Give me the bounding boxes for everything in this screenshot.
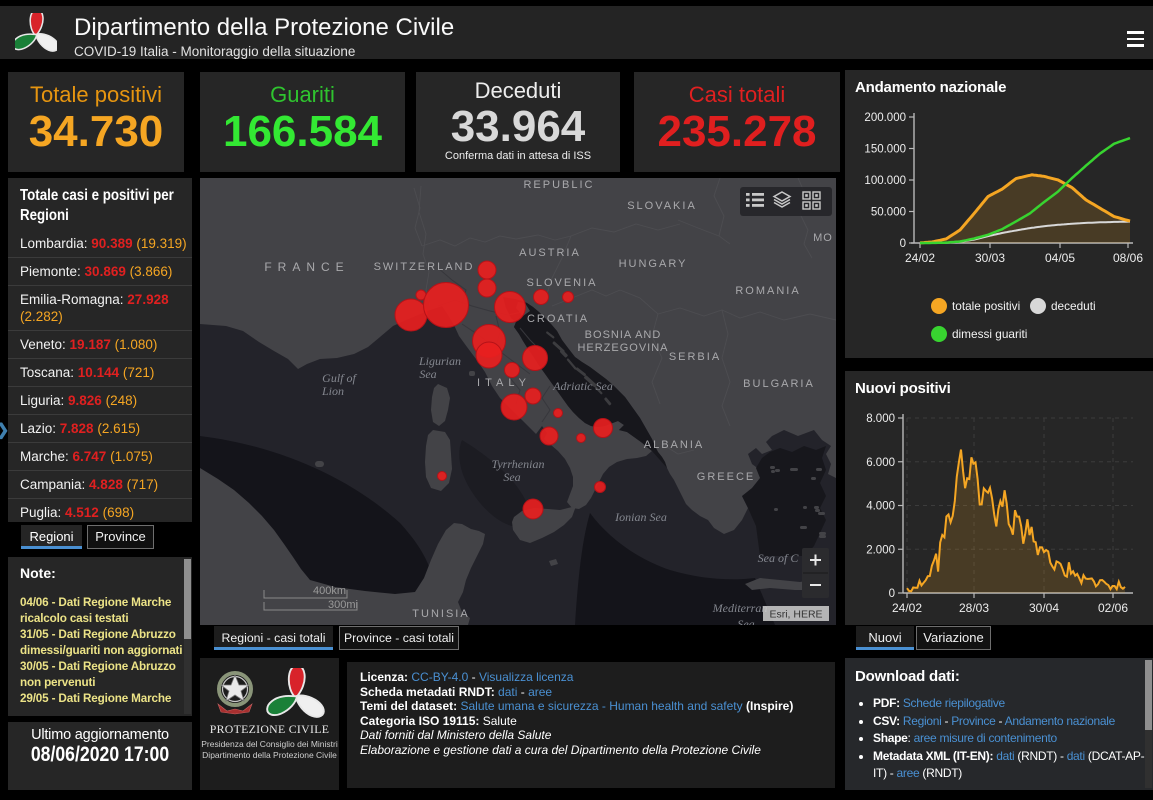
svg-text:Tyrrhenian: Tyrrhenian [492, 457, 545, 471]
svg-text:300mi: 300mi [328, 599, 358, 611]
svg-text:SWITZERLAND: SWITZERLAND [374, 261, 475, 273]
svg-text:Sea of C: Sea of C [758, 551, 800, 565]
svg-text:50.000: 50.000 [871, 207, 906, 219]
svg-text:28/03: 28/03 [959, 601, 989, 615]
svg-text:SLOVENIA: SLOVENIA [526, 277, 597, 289]
svg-text:SLOVAKIA: SLOVAKIA [627, 200, 697, 212]
svg-text:200.000: 200.000 [864, 112, 906, 124]
svg-text:TUNISIA: TUNISIA [412, 608, 469, 620]
svg-text:04/05: 04/05 [1045, 251, 1075, 265]
svg-text:Mediterran: Mediterran [712, 601, 768, 615]
svg-text:2.000: 2.000 [866, 544, 895, 556]
svg-text:Sea: Sea [737, 617, 754, 625]
svg-text:GREECE: GREECE [697, 471, 755, 483]
svg-text:deceduti: deceduti [1051, 299, 1096, 313]
svg-text:4.000: 4.000 [866, 501, 895, 513]
svg-text:BOSNIA AND: BOSNIA AND [585, 329, 662, 341]
svg-text:30/04: 30/04 [1029, 601, 1059, 615]
svg-text:Sea: Sea [503, 470, 520, 484]
svg-text:Sea: Sea [419, 367, 436, 381]
svg-text:SERBIA: SERBIA [669, 351, 721, 363]
svg-text:AUSTRIA: AUSTRIA [519, 247, 581, 259]
svg-text:FRANCE: FRANCE [264, 260, 349, 274]
svg-text:Ligurian: Ligurian [418, 354, 461, 368]
svg-text:HUNGARY: HUNGARY [619, 258, 688, 270]
svg-text:Gulf of: Gulf of [322, 371, 357, 385]
svg-text:30/03: 30/03 [975, 251, 1005, 265]
svg-text:24/02: 24/02 [892, 601, 922, 615]
svg-text:dimessi guariti: dimessi guariti [952, 327, 1027, 341]
svg-text:Ionian Sea: Ionian Sea [614, 510, 667, 524]
svg-text:BULGARIA: BULGARIA [743, 378, 815, 390]
svg-text:Adriatic Sea: Adriatic Sea [552, 379, 613, 393]
svg-text:400km: 400km [313, 585, 346, 597]
svg-text:totale positivi: totale positivi [952, 299, 1020, 313]
svg-text:0: 0 [889, 588, 895, 600]
svg-text:REPUBLIC: REPUBLIC [523, 179, 594, 191]
svg-text:Esri, HERE: Esri, HERE [769, 609, 822, 621]
svg-text:0: 0 [900, 238, 906, 250]
svg-text:Lion: Lion [321, 384, 344, 398]
svg-text:ALBANIA: ALBANIA [644, 439, 704, 451]
svg-text:08/06: 08/06 [1113, 251, 1143, 265]
svg-text:ITALY: ITALY [477, 377, 531, 389]
svg-text:100.000: 100.000 [864, 175, 906, 187]
svg-text:150.000: 150.000 [864, 144, 906, 156]
svg-text:HERZEGOVINA: HERZEGOVINA [577, 342, 668, 354]
svg-text:6.000: 6.000 [866, 457, 895, 469]
svg-text:ROMANIA: ROMANIA [735, 285, 800, 297]
svg-text:CROATIA: CROATIA [527, 313, 589, 325]
svg-text:02/06: 02/06 [1098, 601, 1128, 615]
svg-text:8.000: 8.000 [866, 413, 895, 425]
svg-text:MO: MO [813, 232, 833, 244]
svg-text:24/02: 24/02 [905, 251, 935, 265]
